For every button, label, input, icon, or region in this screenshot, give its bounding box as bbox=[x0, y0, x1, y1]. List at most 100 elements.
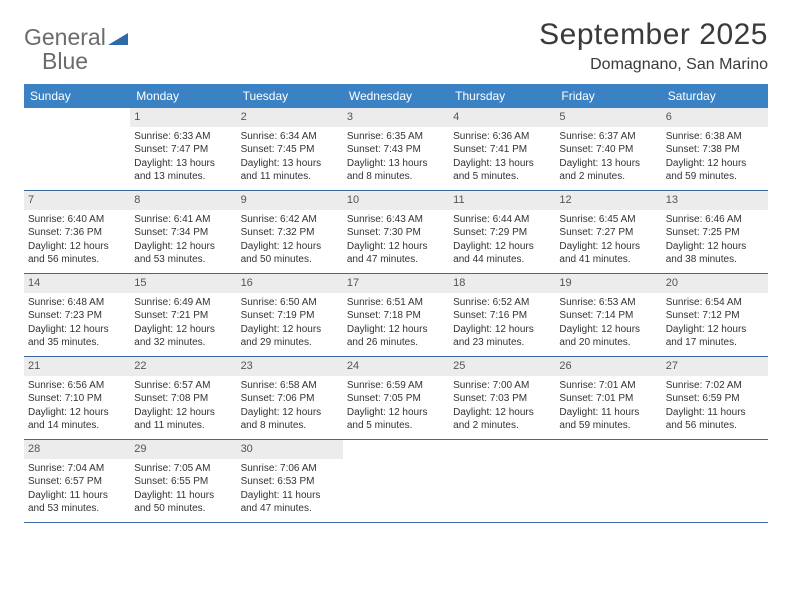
day-cell: 29Sunrise: 7:05 AMSunset: 6:55 PMDayligh… bbox=[130, 440, 236, 522]
day-body: Sunrise: 6:53 AMSunset: 7:14 PMDaylight:… bbox=[555, 293, 661, 354]
page-title: September 2025 bbox=[539, 18, 768, 52]
day-cell: 2Sunrise: 6:34 AMSunset: 7:45 PMDaylight… bbox=[237, 108, 343, 190]
day-number: 1 bbox=[130, 108, 236, 127]
day-body: Sunrise: 7:01 AMSunset: 7:01 PMDaylight:… bbox=[555, 376, 661, 437]
day-number: 8 bbox=[130, 191, 236, 210]
daylight-label: Daylight: 12 hours and 38 minutes. bbox=[666, 240, 764, 267]
day-body: Sunrise: 6:36 AMSunset: 7:41 PMDaylight:… bbox=[449, 127, 555, 188]
day-body: Sunrise: 6:59 AMSunset: 7:05 PMDaylight:… bbox=[343, 376, 449, 437]
weekday-header-row: Sunday Monday Tuesday Wednesday Thursday… bbox=[24, 84, 768, 108]
sunset-label: Sunset: 7:47 PM bbox=[134, 143, 232, 157]
sunset-label: Sunset: 7:45 PM bbox=[241, 143, 339, 157]
day-cell: 16Sunrise: 6:50 AMSunset: 7:19 PMDayligh… bbox=[237, 274, 343, 356]
day-number: 13 bbox=[662, 191, 768, 210]
daylight-label: Daylight: 12 hours and 53 minutes. bbox=[134, 240, 232, 267]
daylight-label: Daylight: 12 hours and 41 minutes. bbox=[559, 240, 657, 267]
day-body: Sunrise: 6:33 AMSunset: 7:47 PMDaylight:… bbox=[130, 127, 236, 188]
day-cell: 11Sunrise: 6:44 AMSunset: 7:29 PMDayligh… bbox=[449, 191, 555, 273]
day-cell: 7Sunrise: 6:40 AMSunset: 7:36 PMDaylight… bbox=[24, 191, 130, 273]
day-number: 15 bbox=[130, 274, 236, 293]
day-number: 23 bbox=[237, 357, 343, 376]
day-number: 6 bbox=[662, 108, 768, 127]
day-number: 28 bbox=[24, 440, 130, 459]
sunset-label: Sunset: 7:14 PM bbox=[559, 309, 657, 323]
day-body: Sunrise: 6:35 AMSunset: 7:43 PMDaylight:… bbox=[343, 127, 449, 188]
sunrise-label: Sunrise: 6:59 AM bbox=[347, 379, 445, 393]
sunset-label: Sunset: 7:01 PM bbox=[559, 392, 657, 406]
daylight-label: Daylight: 13 hours and 13 minutes. bbox=[134, 157, 232, 184]
day-number: 19 bbox=[555, 274, 661, 293]
daylight-label: Daylight: 13 hours and 11 minutes. bbox=[241, 157, 339, 184]
logo: General Blue bbox=[24, 18, 128, 74]
sunset-label: Sunset: 6:59 PM bbox=[666, 392, 764, 406]
day-body: Sunrise: 6:41 AMSunset: 7:34 PMDaylight:… bbox=[130, 210, 236, 271]
day-body: Sunrise: 6:49 AMSunset: 7:21 PMDaylight:… bbox=[130, 293, 236, 354]
day-number: 24 bbox=[343, 357, 449, 376]
day-number: 18 bbox=[449, 274, 555, 293]
sunrise-label: Sunrise: 6:36 AM bbox=[453, 130, 551, 144]
sunrise-label: Sunrise: 6:46 AM bbox=[666, 213, 764, 227]
sunrise-label: Sunrise: 7:01 AM bbox=[559, 379, 657, 393]
calendar-grid: Sunday Monday Tuesday Wednesday Thursday… bbox=[24, 84, 768, 523]
daylight-label: Daylight: 12 hours and 23 minutes. bbox=[453, 323, 551, 350]
daylight-label: Daylight: 12 hours and 20 minutes. bbox=[559, 323, 657, 350]
day-cell: 19Sunrise: 6:53 AMSunset: 7:14 PMDayligh… bbox=[555, 274, 661, 356]
day-body: Sunrise: 7:04 AMSunset: 6:57 PMDaylight:… bbox=[24, 459, 130, 520]
day-cell: 12Sunrise: 6:45 AMSunset: 7:27 PMDayligh… bbox=[555, 191, 661, 273]
day-cell bbox=[343, 440, 449, 522]
daylight-label: Daylight: 11 hours and 50 minutes. bbox=[134, 489, 232, 516]
day-cell: 6Sunrise: 6:38 AMSunset: 7:38 PMDaylight… bbox=[662, 108, 768, 190]
sunrise-label: Sunrise: 6:33 AM bbox=[134, 130, 232, 144]
sunset-label: Sunset: 7:21 PM bbox=[134, 309, 232, 323]
day-number: 9 bbox=[237, 191, 343, 210]
sunrise-label: Sunrise: 6:53 AM bbox=[559, 296, 657, 310]
day-number: 22 bbox=[130, 357, 236, 376]
sunrise-label: Sunrise: 6:51 AM bbox=[347, 296, 445, 310]
sunset-label: Sunset: 7:18 PM bbox=[347, 309, 445, 323]
daylight-label: Daylight: 12 hours and 11 minutes. bbox=[134, 406, 232, 433]
day-body: Sunrise: 7:05 AMSunset: 6:55 PMDaylight:… bbox=[130, 459, 236, 520]
day-cell: 21Sunrise: 6:56 AMSunset: 7:10 PMDayligh… bbox=[24, 357, 130, 439]
weekday-saturday: Saturday bbox=[662, 84, 768, 108]
sunrise-label: Sunrise: 6:57 AM bbox=[134, 379, 232, 393]
sunrise-label: Sunrise: 7:06 AM bbox=[241, 462, 339, 476]
day-cell: 5Sunrise: 6:37 AMSunset: 7:40 PMDaylight… bbox=[555, 108, 661, 190]
weeks-container: 1Sunrise: 6:33 AMSunset: 7:47 PMDaylight… bbox=[24, 108, 768, 523]
day-cell: 20Sunrise: 6:54 AMSunset: 7:12 PMDayligh… bbox=[662, 274, 768, 356]
sunset-label: Sunset: 7:16 PM bbox=[453, 309, 551, 323]
sunrise-label: Sunrise: 6:38 AM bbox=[666, 130, 764, 144]
daylight-label: Daylight: 13 hours and 2 minutes. bbox=[559, 157, 657, 184]
sunrise-label: Sunrise: 6:48 AM bbox=[28, 296, 126, 310]
weekday-wednesday: Wednesday bbox=[343, 84, 449, 108]
day-body: Sunrise: 6:58 AMSunset: 7:06 PMDaylight:… bbox=[237, 376, 343, 437]
day-number: 29 bbox=[130, 440, 236, 459]
day-body: Sunrise: 6:56 AMSunset: 7:10 PMDaylight:… bbox=[24, 376, 130, 437]
daylight-label: Daylight: 13 hours and 8 minutes. bbox=[347, 157, 445, 184]
sunset-label: Sunset: 6:57 PM bbox=[28, 475, 126, 489]
sunrise-label: Sunrise: 7:04 AM bbox=[28, 462, 126, 476]
sunset-label: Sunset: 7:29 PM bbox=[453, 226, 551, 240]
weekday-tuesday: Tuesday bbox=[237, 84, 343, 108]
sunrise-label: Sunrise: 6:50 AM bbox=[241, 296, 339, 310]
day-cell bbox=[449, 440, 555, 522]
daylight-label: Daylight: 11 hours and 53 minutes. bbox=[28, 489, 126, 516]
logo-text-block: General Blue bbox=[24, 26, 128, 74]
weekday-thursday: Thursday bbox=[449, 84, 555, 108]
week-row: 28Sunrise: 7:04 AMSunset: 6:57 PMDayligh… bbox=[24, 440, 768, 523]
header-row: General Blue September 2025 Domagnano, S… bbox=[24, 18, 768, 74]
day-number: 27 bbox=[662, 357, 768, 376]
sunset-label: Sunset: 7:10 PM bbox=[28, 392, 126, 406]
day-cell: 25Sunrise: 7:00 AMSunset: 7:03 PMDayligh… bbox=[449, 357, 555, 439]
day-cell: 1Sunrise: 6:33 AMSunset: 7:47 PMDaylight… bbox=[130, 108, 236, 190]
sunset-label: Sunset: 7:41 PM bbox=[453, 143, 551, 157]
sunset-label: Sunset: 7:08 PM bbox=[134, 392, 232, 406]
sunset-label: Sunset: 6:53 PM bbox=[241, 475, 339, 489]
sunset-label: Sunset: 7:03 PM bbox=[453, 392, 551, 406]
sunrise-label: Sunrise: 6:44 AM bbox=[453, 213, 551, 227]
day-number: 3 bbox=[343, 108, 449, 127]
sunrise-label: Sunrise: 6:54 AM bbox=[666, 296, 764, 310]
day-cell bbox=[24, 108, 130, 190]
daylight-label: Daylight: 13 hours and 5 minutes. bbox=[453, 157, 551, 184]
day-cell: 23Sunrise: 6:58 AMSunset: 7:06 PMDayligh… bbox=[237, 357, 343, 439]
day-number: 2 bbox=[237, 108, 343, 127]
